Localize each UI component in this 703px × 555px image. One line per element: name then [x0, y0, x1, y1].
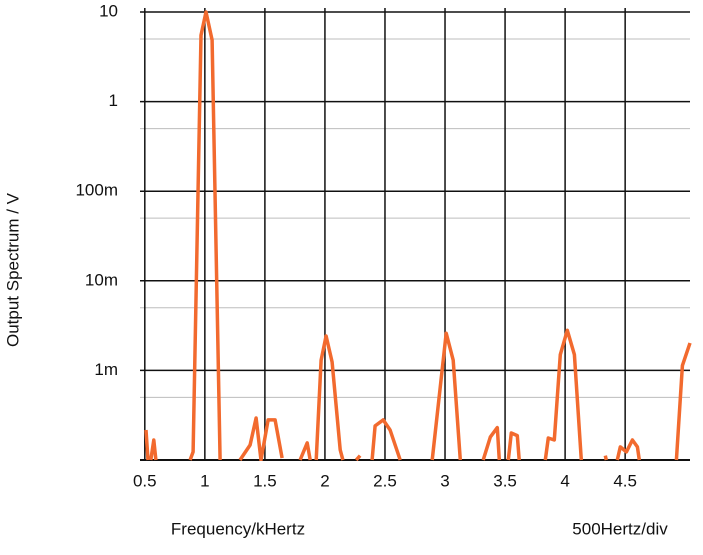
- x-tick-label: 1: [200, 471, 209, 490]
- y-tick-label: 1: [109, 91, 118, 110]
- x-axis-label: Frequency/kHertz: [171, 519, 305, 538]
- y-tick-label: 1m: [94, 360, 118, 379]
- x-tick-label: 4: [560, 471, 569, 490]
- y-tick-label: 10m: [85, 270, 118, 289]
- x-tick-label: 2.5: [373, 471, 397, 490]
- y-axis-label: Output Spectrum / V: [3, 192, 22, 347]
- y-tick-label: 10: [99, 1, 118, 20]
- annotation: 500Hertz/div: [572, 519, 668, 538]
- x-tick-label: 0.5: [133, 471, 157, 490]
- y-tick-label: 100m: [75, 181, 118, 200]
- x-tick-label: 4.5: [613, 471, 637, 490]
- spectrum-line: [144, 10, 692, 461]
- x-tick-label: 3: [440, 471, 449, 490]
- x-tick-label: 2: [320, 471, 329, 490]
- x-tick-label: 3.5: [493, 471, 517, 490]
- x-tick-label: 1.5: [253, 471, 277, 490]
